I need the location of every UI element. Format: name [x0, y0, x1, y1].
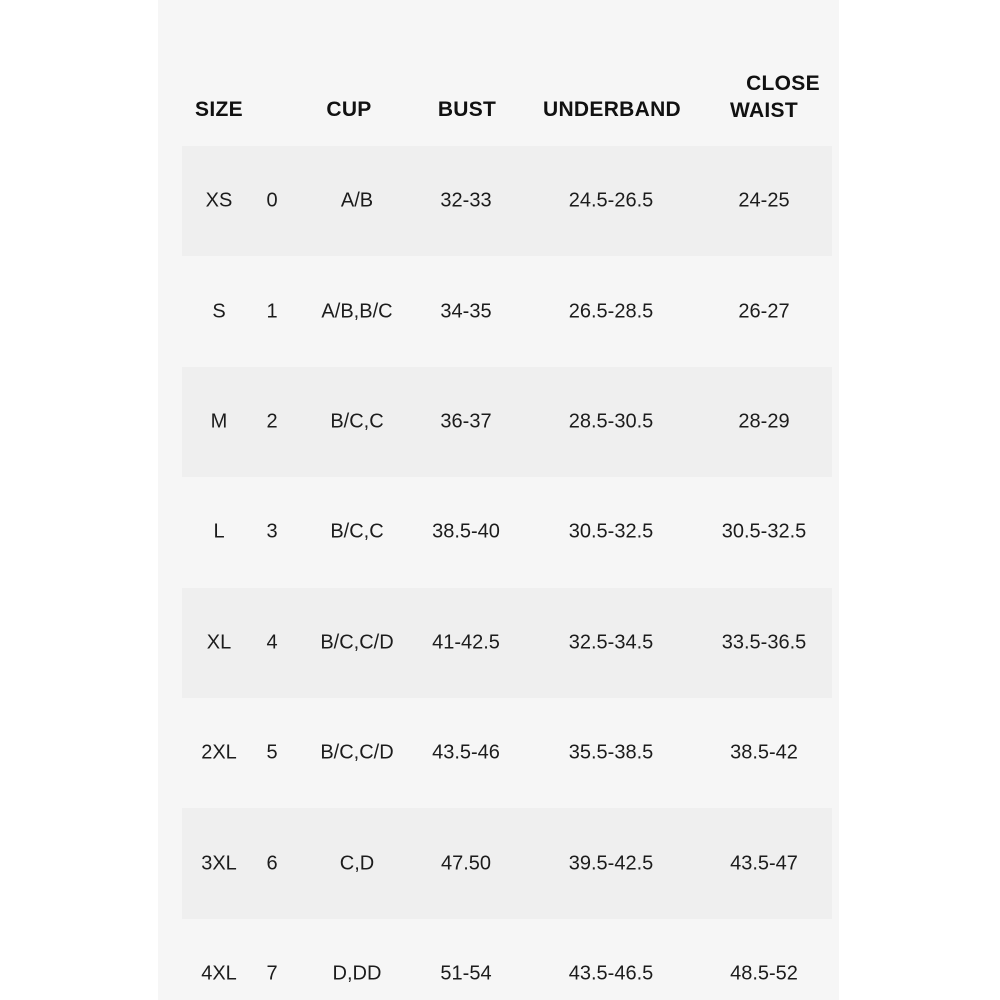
- column-header-close-waist: CLOSE WAIST: [730, 70, 820, 124]
- cell-underband: 30.5-32.5: [568, 520, 654, 543]
- cell-cup: D,DD: [332, 962, 382, 985]
- size-chart-panel: SIZE CUP BUST UNDERBAND CLOSE WAIST XS 0…: [158, 0, 839, 1000]
- table-row-l: L 3 B/C,C 38.5-40 30.5-32.5 30.5-32.5: [158, 477, 839, 587]
- table-row-s: S 1 A/B,B/C 34-35 26.5-28.5 26-27: [158, 256, 839, 366]
- cell-waist: 48.5-52: [730, 962, 798, 985]
- cell-underband: 43.5-46.5: [568, 962, 654, 985]
- cell-size: XS: [205, 189, 233, 212]
- cell-cup: A/B,B/C: [321, 300, 393, 323]
- cell-bust: 32-33: [440, 189, 492, 212]
- cell-cup-number: 3: [266, 520, 278, 543]
- cell-cup: B/C,C: [330, 520, 384, 543]
- cell-cup-number: 2: [266, 410, 278, 433]
- column-header-cup: CUP: [326, 98, 372, 121]
- cell-underband: 32.5-34.5: [568, 631, 654, 654]
- cell-waist: 30.5-32.5: [721, 520, 807, 543]
- cell-size: XL: [206, 631, 232, 654]
- cell-underband: 39.5-42.5: [568, 852, 654, 875]
- cell-size: 4XL: [201, 962, 237, 985]
- cell-cup-number: 4: [266, 631, 278, 654]
- cell-underband: 35.5-38.5: [568, 741, 654, 764]
- column-header-bust: BUST: [437, 98, 497, 121]
- cell-bust: 38.5-40: [432, 520, 500, 543]
- table-row-m: M 2 B/C,C 36-37 28.5-30.5 28-29: [158, 366, 839, 478]
- cell-underband: 26.5-28.5: [568, 300, 654, 323]
- table-header: SIZE CUP BUST UNDERBAND CLOSE WAIST: [158, 0, 839, 146]
- column-header-size: SIZE: [195, 98, 243, 121]
- cell-waist: 26-27: [738, 300, 790, 323]
- cell-bust: 43.5-46: [432, 741, 500, 764]
- cell-waist: 43.5-47: [730, 852, 798, 875]
- cell-size: S: [212, 300, 226, 323]
- cell-cup-number: 0: [266, 189, 278, 212]
- cell-bust: 36-37: [440, 410, 492, 433]
- table-body: XS 0 A/B 32-33 24.5-26.5 24-25 S 1 A/B,B…: [158, 146, 839, 1000]
- cell-bust: 47.50: [440, 852, 492, 875]
- cell-waist: 28-29: [738, 410, 790, 433]
- cell-cup: B/C,C: [330, 410, 384, 433]
- column-header-underband: UNDERBAND: [542, 98, 682, 121]
- cell-size: 2XL: [201, 741, 237, 764]
- cell-cup-number: 1: [266, 300, 278, 323]
- table-row-2xl: 2XL 5 B/C,C/D 43.5-46 35.5-38.5 38.5-42: [158, 698, 839, 808]
- table-row-xl: XL 4 B/C,C/D 41-42.5 32.5-34.5 33.5-36.5: [158, 587, 839, 699]
- cell-cup-number: 5: [266, 741, 278, 764]
- cell-waist: 24-25: [738, 189, 790, 212]
- cell-waist: 33.5-36.5: [721, 631, 807, 654]
- cell-waist: 38.5-42: [730, 741, 798, 764]
- cell-cup: B/C,C/D: [320, 631, 394, 654]
- column-header-waist-line: WAIST: [730, 99, 798, 122]
- cell-bust: 41-42.5: [432, 631, 500, 654]
- cell-bust: 34-35: [440, 300, 492, 323]
- cell-cup: C,D: [339, 852, 375, 875]
- cell-underband: 28.5-30.5: [568, 410, 654, 433]
- cell-cup: A/B: [340, 189, 374, 212]
- cell-size: M: [210, 410, 228, 433]
- cell-size: 3XL: [201, 852, 237, 875]
- cell-size: L: [213, 520, 225, 543]
- cell-cup-number: 7: [266, 962, 278, 985]
- cell-cup: B/C,C/D: [320, 741, 394, 764]
- column-header-close-line: CLOSE: [746, 72, 820, 95]
- cell-cup-number: 6: [266, 852, 278, 875]
- table-row-xs: XS 0 A/B 32-33 24.5-26.5 24-25: [158, 146, 839, 257]
- cell-bust: 51-54: [440, 962, 492, 985]
- table-row-3xl: 3XL 6 C,D 47.50 39.5-42.5 43.5-47: [158, 808, 839, 920]
- cell-underband: 24.5-26.5: [568, 189, 654, 212]
- table-row-4xl: 4XL 7 D,DD 51-54 43.5-46.5 48.5-52: [158, 919, 839, 1000]
